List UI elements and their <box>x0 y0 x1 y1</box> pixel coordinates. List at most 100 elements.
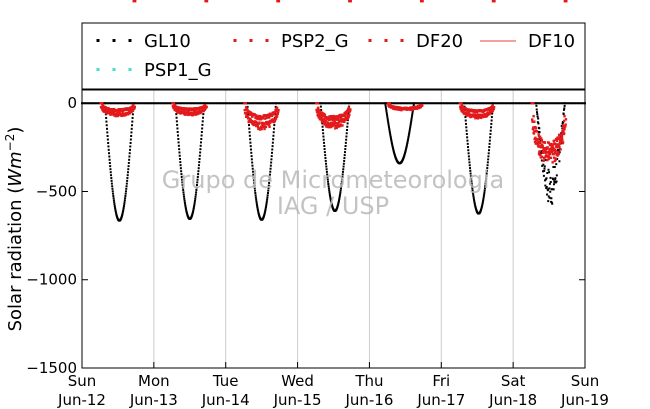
PSP2_G-point <box>342 119 345 122</box>
GL10-point <box>465 129 468 132</box>
GL10-point <box>326 102 329 105</box>
GL10-point <box>558 102 561 105</box>
PSP2_G-point <box>243 108 246 112</box>
GL10-point <box>339 187 342 190</box>
GL10-point <box>247 113 250 116</box>
GL10-point <box>535 111 538 114</box>
PSP2_G-point <box>190 111 193 115</box>
DF20-point <box>561 131 564 134</box>
PSP2_G-point <box>534 136 537 140</box>
GL10-point <box>486 102 489 105</box>
GL10-point <box>302 102 305 105</box>
GL10-point <box>188 102 191 105</box>
DF20-point <box>550 149 553 152</box>
GL10-point <box>193 199 196 202</box>
GL10-point <box>391 144 394 147</box>
GL10-point <box>236 102 239 105</box>
GL10-point <box>385 109 388 112</box>
DF20-point <box>491 104 494 107</box>
GL10-point <box>450 102 453 105</box>
GL10-point <box>387 120 390 123</box>
GL10-point <box>379 102 382 105</box>
PSP2_G-point <box>349 0 352 3</box>
y-tick-label: −500 <box>36 182 77 200</box>
GL10-point <box>464 102 467 105</box>
GL10-point <box>366 102 369 105</box>
DF20-point <box>552 139 555 143</box>
GL10-point <box>161 102 164 105</box>
DF20-point <box>539 141 542 145</box>
PSP2_G-point <box>247 117 250 120</box>
GL10-point <box>325 168 328 171</box>
DF20-point <box>335 118 339 121</box>
GL10-point <box>404 150 407 153</box>
GL10-point <box>471 184 474 187</box>
DF20-point <box>388 102 391 105</box>
GL10-point <box>488 142 491 145</box>
GL10-point <box>484 180 487 183</box>
DF20-point <box>560 133 563 136</box>
GL10-point <box>576 102 579 105</box>
DF20-point <box>172 102 176 105</box>
DF20-point <box>551 144 554 147</box>
GL10-point <box>328 189 331 192</box>
GL10-point <box>364 102 367 105</box>
grid <box>82 90 585 368</box>
GL10-point <box>539 102 542 105</box>
GL10-point <box>481 102 484 105</box>
GL10-point <box>489 102 492 105</box>
DF20-point <box>555 146 558 149</box>
GL10-point <box>483 191 486 194</box>
GL10-point <box>208 102 211 105</box>
GL10-point <box>541 164 544 167</box>
GL10-point <box>389 137 392 140</box>
GL10-point <box>198 102 201 105</box>
GL10-point <box>200 130 203 133</box>
GL10-point <box>328 102 331 105</box>
x-tick-label-date: Jun-14 <box>201 391 250 409</box>
GL10-point <box>487 155 490 158</box>
DF20-point <box>558 133 561 136</box>
GL10-point <box>337 203 340 206</box>
GL10-point <box>467 152 470 155</box>
PSP2_G-point <box>552 152 555 156</box>
GL10-point <box>114 102 117 105</box>
GL10-point <box>138 102 141 105</box>
DF20-point <box>563 115 566 118</box>
GL10-point <box>404 151 407 154</box>
PSP2_G-point <box>549 156 553 160</box>
GL10-point <box>466 139 469 142</box>
GL10-point <box>107 141 110 144</box>
GL10-point <box>220 102 223 105</box>
GL10-point <box>391 145 394 148</box>
legend-swatch <box>249 39 253 42</box>
PSP2_G-point <box>333 120 337 124</box>
GL10-point <box>552 102 555 105</box>
GL10-point <box>207 102 210 105</box>
GL10-point <box>467 102 470 105</box>
legend-swatch <box>233 39 237 42</box>
GL10-point <box>388 127 391 130</box>
GL10-point <box>552 183 555 186</box>
GL10-point <box>273 124 276 127</box>
PSP2_G-point <box>421 104 424 107</box>
PSP2_G-point <box>251 120 255 124</box>
GL10-point <box>406 143 409 146</box>
GL10-point <box>197 102 200 105</box>
legend-item-DF10: DF10 <box>480 31 575 52</box>
GL10-point <box>512 102 515 105</box>
GL10-point <box>148 102 151 105</box>
PSP2_G-point <box>473 115 476 118</box>
DF20-point <box>330 118 333 121</box>
GL10-point <box>545 177 548 180</box>
GL10-point <box>339 102 342 105</box>
GL10-point <box>257 213 260 216</box>
PSP2_G-point <box>349 108 352 111</box>
GL10-point <box>248 131 251 134</box>
GL10-point <box>179 157 182 160</box>
GL10-point <box>440 102 443 105</box>
x-tick-label-day: Sun <box>68 372 97 390</box>
PSP2_G-point <box>386 102 390 105</box>
GL10-point <box>326 175 329 178</box>
GL10-point <box>407 134 410 137</box>
